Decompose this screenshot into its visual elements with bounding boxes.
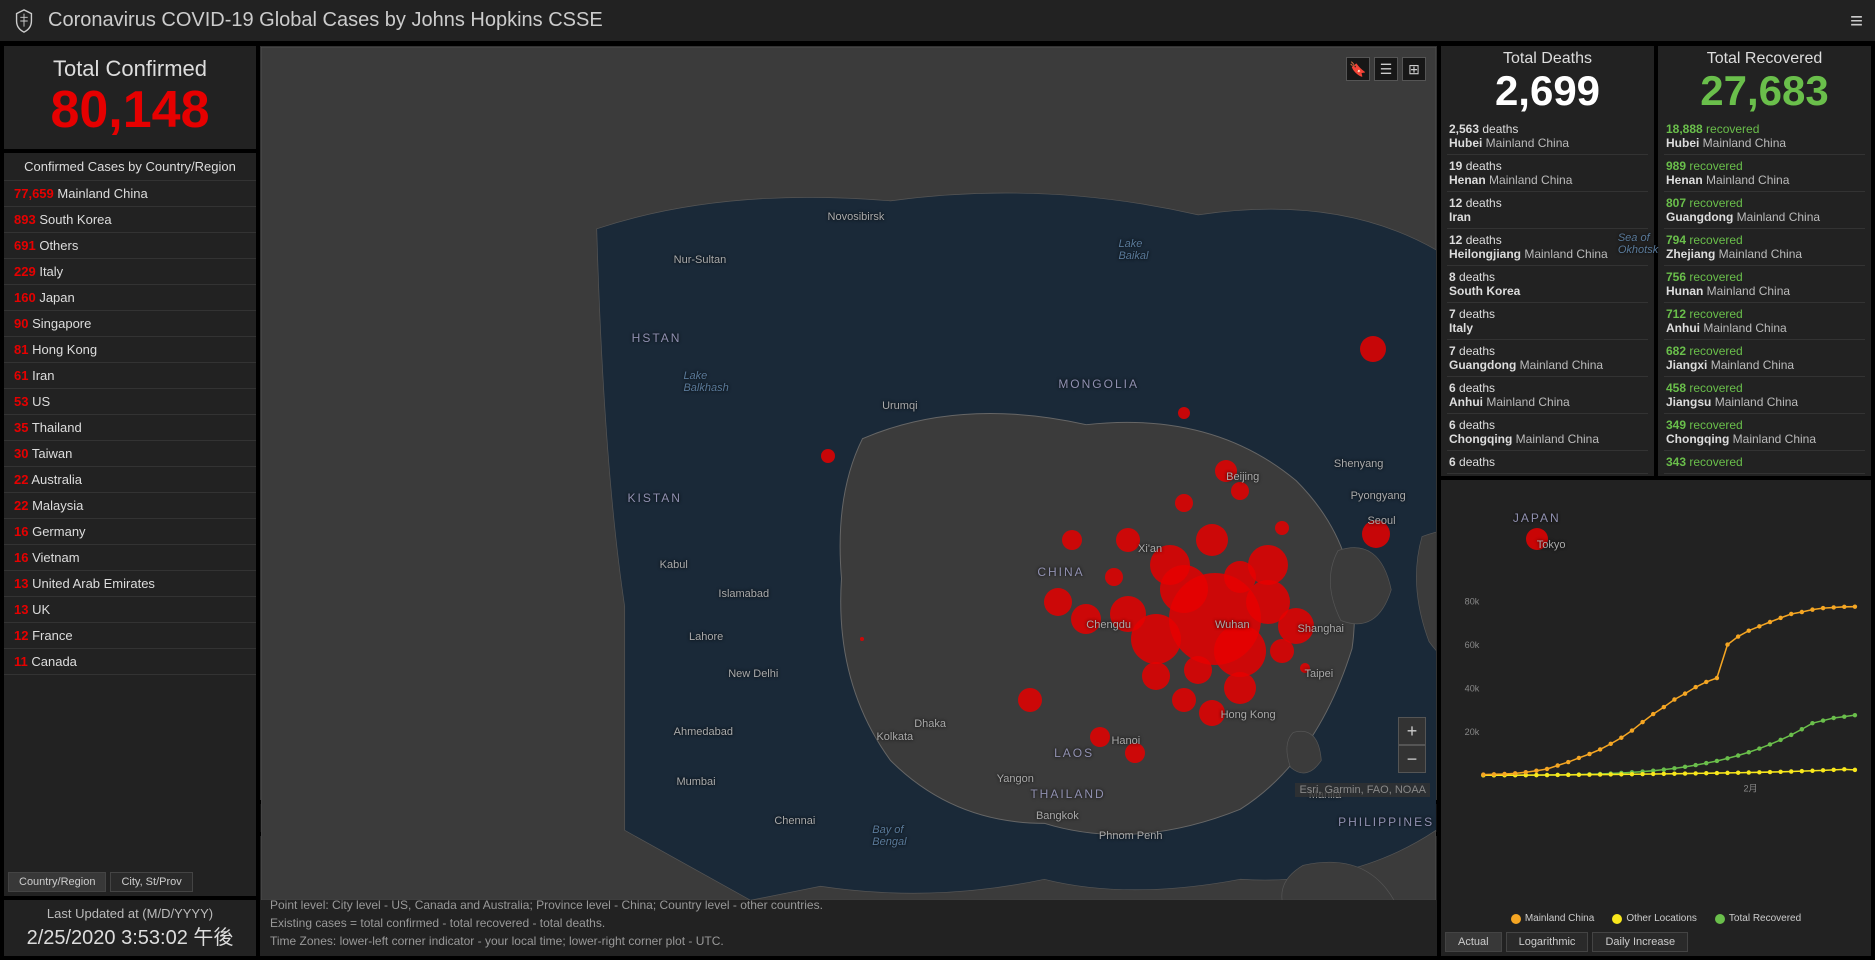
recovered-row[interactable]: 18,888 recoveredHubei Mainland China	[1664, 118, 1865, 155]
recovered-row[interactable]: 756 recoveredHunan Mainland China	[1664, 266, 1865, 303]
recovered-row[interactable]: 794 recoveredZhejiang Mainland China	[1664, 229, 1865, 266]
recovered-list[interactable]: 18,888 recoveredHubei Mainland China989 …	[1658, 118, 1871, 476]
recovered-row[interactable]: 458 recoveredJiangsu Mainland China	[1664, 377, 1865, 414]
basemap-icon[interactable]: ⊞	[1402, 57, 1426, 81]
chart-legend: Mainland China Other Locations Total Recov…	[1441, 909, 1871, 928]
recovered-row[interactable]: 682 recoveredJiangxi Mainland China	[1664, 340, 1865, 377]
case-row[interactable]: 16 Vietnam	[4, 545, 256, 571]
recovered-row[interactable]: 807 recoveredGuangdong Mainland China	[1664, 192, 1865, 229]
death-row[interactable]: 8 deathsSouth Korea	[1447, 266, 1648, 303]
legend-item: Total Recovered	[1715, 913, 1801, 924]
tab-daily-increase[interactable]: Daily Increase	[1592, 932, 1688, 952]
cases-tabs: Country/Region City, St/Prov	[4, 868, 256, 896]
deaths-panel: Total Deaths 2,699 2,563 deathsHubei Mai…	[1441, 46, 1654, 476]
svg-text:40k: 40k	[1465, 683, 1480, 693]
zoom-out-button[interactable]: −	[1398, 745, 1426, 773]
chart-tabs: Actual Logarithmic Daily Increase	[1441, 928, 1871, 956]
last-updated-panel: Last Updated at (M/D/YYYY) 2/25/2020 3:5…	[4, 900, 256, 956]
death-row[interactable]: 12 deathsIran	[1447, 192, 1648, 229]
case-row[interactable]: 77,659 Mainland China	[4, 181, 256, 207]
case-row[interactable]: 22 Malaysia	[4, 493, 256, 519]
deaths-list[interactable]: 2,563 deathsHubei Mainland China19 death…	[1441, 118, 1654, 476]
map[interactable]: NovosibirskNur-SultanUrumqiIslamabadKabu…	[260, 46, 1437, 800]
header: Coronavirus COVID-19 Global Cases by Joh…	[0, 0, 1875, 42]
recovered-panel: Total Recovered 27,683 18,888 recoveredH…	[1658, 46, 1871, 476]
tab-actual[interactable]: Actual	[1445, 932, 1502, 952]
tab-country-region[interactable]: Country/Region	[8, 872, 106, 892]
total-confirmed-value: 80,148	[14, 82, 246, 139]
tab-city-stprov[interactable]: City, St/Prov	[110, 872, 192, 892]
case-row[interactable]: 229 Italy	[4, 259, 256, 285]
svg-text:20k: 20k	[1465, 727, 1480, 737]
last-updated-timestamp: 2/25/2020 3:53:02 午後	[10, 921, 250, 950]
case-row[interactable]: 160 Japan	[4, 285, 256, 311]
recovered-row[interactable]: 343 recovered	[1664, 451, 1865, 474]
deaths-value: 2,699	[1445, 68, 1650, 114]
total-confirmed-label: Total Confirmed	[14, 56, 246, 82]
case-row[interactable]: 81 Hong Kong	[4, 337, 256, 363]
map-attribution: Esri, Garmin, FAO, NOAA	[1295, 783, 1430, 797]
case-row[interactable]: 13 United Arab Emirates	[4, 571, 256, 597]
death-row[interactable]: 19 deathsHenan Mainland China	[1447, 155, 1648, 192]
death-row[interactable]: 6 deathsChongqing Mainland China	[1447, 414, 1648, 451]
menu-icon[interactable]: ≡	[1850, 8, 1863, 34]
bookmark-icon[interactable]: 🔖	[1346, 57, 1370, 81]
recovered-row[interactable]: 712 recoveredAnhui Mainland China	[1664, 303, 1865, 340]
case-row[interactable]: 35 Thailand	[4, 415, 256, 441]
case-row[interactable]: 13 UK	[4, 597, 256, 623]
svg-text:2月: 2月	[1743, 783, 1757, 793]
map-canvas	[261, 47, 1436, 900]
case-row[interactable]: 53 US	[4, 389, 256, 415]
death-row[interactable]: 12 deathsHeilongjiang Mainland China	[1447, 229, 1648, 266]
death-row[interactable]: 6 deaths	[1447, 451, 1648, 474]
last-updated-label: Last Updated at (M/D/YYYY)	[10, 906, 250, 921]
page-title: Coronavirus COVID-19 Global Cases by Joh…	[48, 9, 603, 32]
case-row[interactable]: 16 Germany	[4, 519, 256, 545]
cases-header: Confirmed Cases by Country/Region	[4, 153, 256, 181]
svg-text:80k: 80k	[1465, 597, 1480, 607]
map-tools: 🔖 ☰ ⊞	[1346, 57, 1426, 81]
case-row[interactable]: 893 South Korea	[4, 207, 256, 233]
total-confirmed-panel: Total Confirmed 80,148	[4, 46, 256, 149]
zoom-in-button[interactable]: +	[1398, 717, 1426, 745]
chart[interactable]: 80k 60k 40k 20k 2月	[1449, 488, 1863, 901]
recovered-row[interactable]: 989 recoveredHenan Mainland China	[1664, 155, 1865, 192]
legend-icon[interactable]: ☰	[1374, 57, 1398, 81]
recovered-row[interactable]: 349 recoveredChongqing Mainland China	[1664, 414, 1865, 451]
chart-panel: 80k 60k 40k 20k 2月 Mainland China Other Locat…	[1441, 480, 1871, 956]
cases-panel: Confirmed Cases by Country/Region 77,659…	[4, 153, 256, 896]
cases-list[interactable]: 77,659 Mainland China893 South Korea691 …	[4, 181, 256, 868]
jhu-logo	[12, 8, 36, 34]
case-row[interactable]: 691 Others	[4, 233, 256, 259]
recovered-label: Total Recovered	[1662, 50, 1867, 68]
case-row[interactable]: 61 Iran	[4, 363, 256, 389]
case-row[interactable]: 90 Singapore	[4, 311, 256, 337]
recovered-value: 27,683	[1662, 68, 1867, 114]
death-row[interactable]: 6 deathsAnhui Mainland China	[1447, 377, 1648, 414]
legend-item: Other Locations	[1612, 913, 1697, 924]
case-row[interactable]: 22 Australia	[4, 467, 256, 493]
case-row[interactable]: 12 France	[4, 623, 256, 649]
death-row[interactable]: 7 deathsGuangdong Mainland China	[1447, 340, 1648, 377]
case-row[interactable]: 11 Canada	[4, 649, 256, 675]
svg-text:60k: 60k	[1465, 640, 1480, 650]
death-row[interactable]: 2,563 deathsHubei Mainland China	[1447, 118, 1648, 155]
death-row[interactable]: 7 deathsItaly	[1447, 303, 1648, 340]
zoom-controls: + −	[1398, 717, 1426, 773]
deaths-label: Total Deaths	[1445, 50, 1650, 68]
case-row[interactable]: 30 Taiwan	[4, 441, 256, 467]
legend-item: Mainland China	[1511, 913, 1595, 924]
tab-logarithmic[interactable]: Logarithmic	[1506, 932, 1589, 952]
